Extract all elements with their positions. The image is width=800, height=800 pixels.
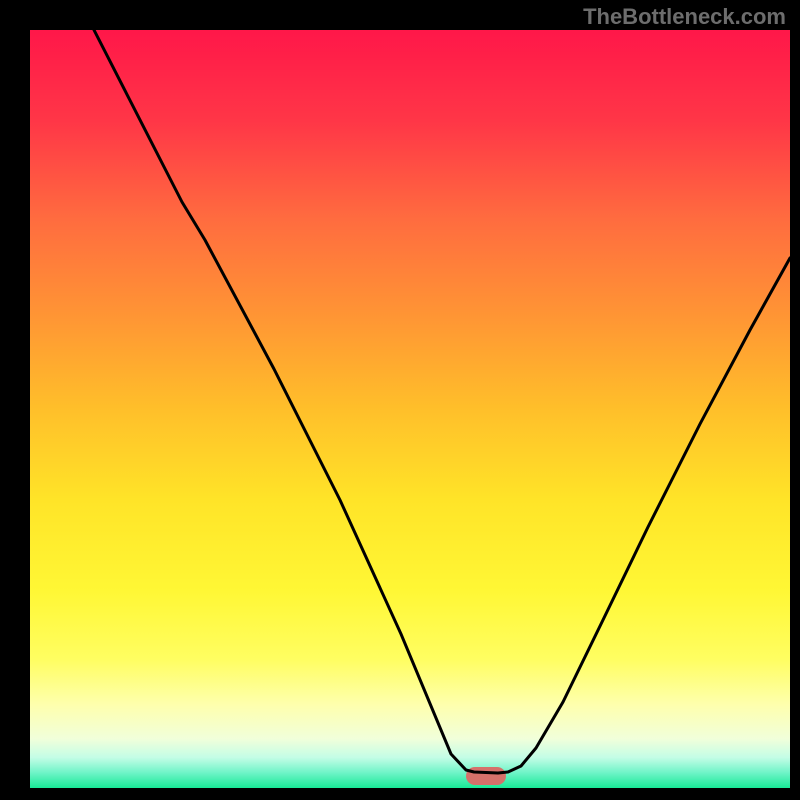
chart-svg xyxy=(30,30,790,788)
chart-plot-area xyxy=(30,30,790,788)
gradient-background xyxy=(30,30,790,788)
watermark-text: TheBottleneck.com xyxy=(583,4,786,30)
minimum-marker xyxy=(466,767,506,785)
